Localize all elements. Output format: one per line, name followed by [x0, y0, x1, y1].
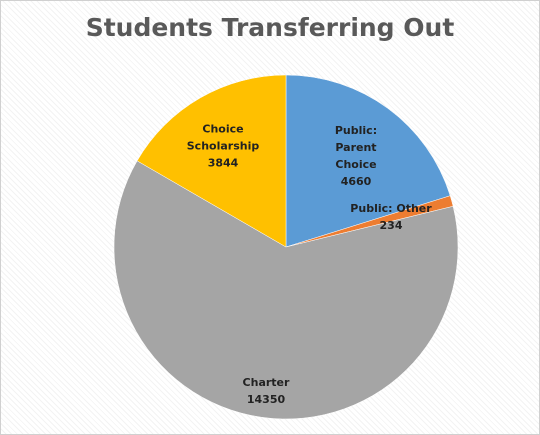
pie-slice: [136, 74, 287, 248]
category-label: Public: Parent Choice: [334, 124, 378, 171]
category-label: Choice Scholarship: [186, 122, 260, 153]
category-label: Charter: [242, 376, 290, 389]
slice-label: Choice Scholarship 3844: [178, 121, 268, 172]
pie-slice: [285, 74, 451, 248]
value-label: 234: [379, 219, 403, 232]
pie-slice: [113, 160, 459, 420]
slice-label: Public: Parent Choice 4660: [321, 122, 391, 190]
slice-label: Public: Other 234: [331, 200, 451, 234]
value-label: 14350: [246, 393, 286, 406]
category-label: Public: Other: [350, 202, 432, 215]
value-label: 4660: [340, 175, 372, 188]
slice-label: Charter 14350: [221, 374, 311, 408]
chart-title: Students Transferring Out: [85, 13, 455, 42]
value-label: 3844: [207, 156, 239, 170]
